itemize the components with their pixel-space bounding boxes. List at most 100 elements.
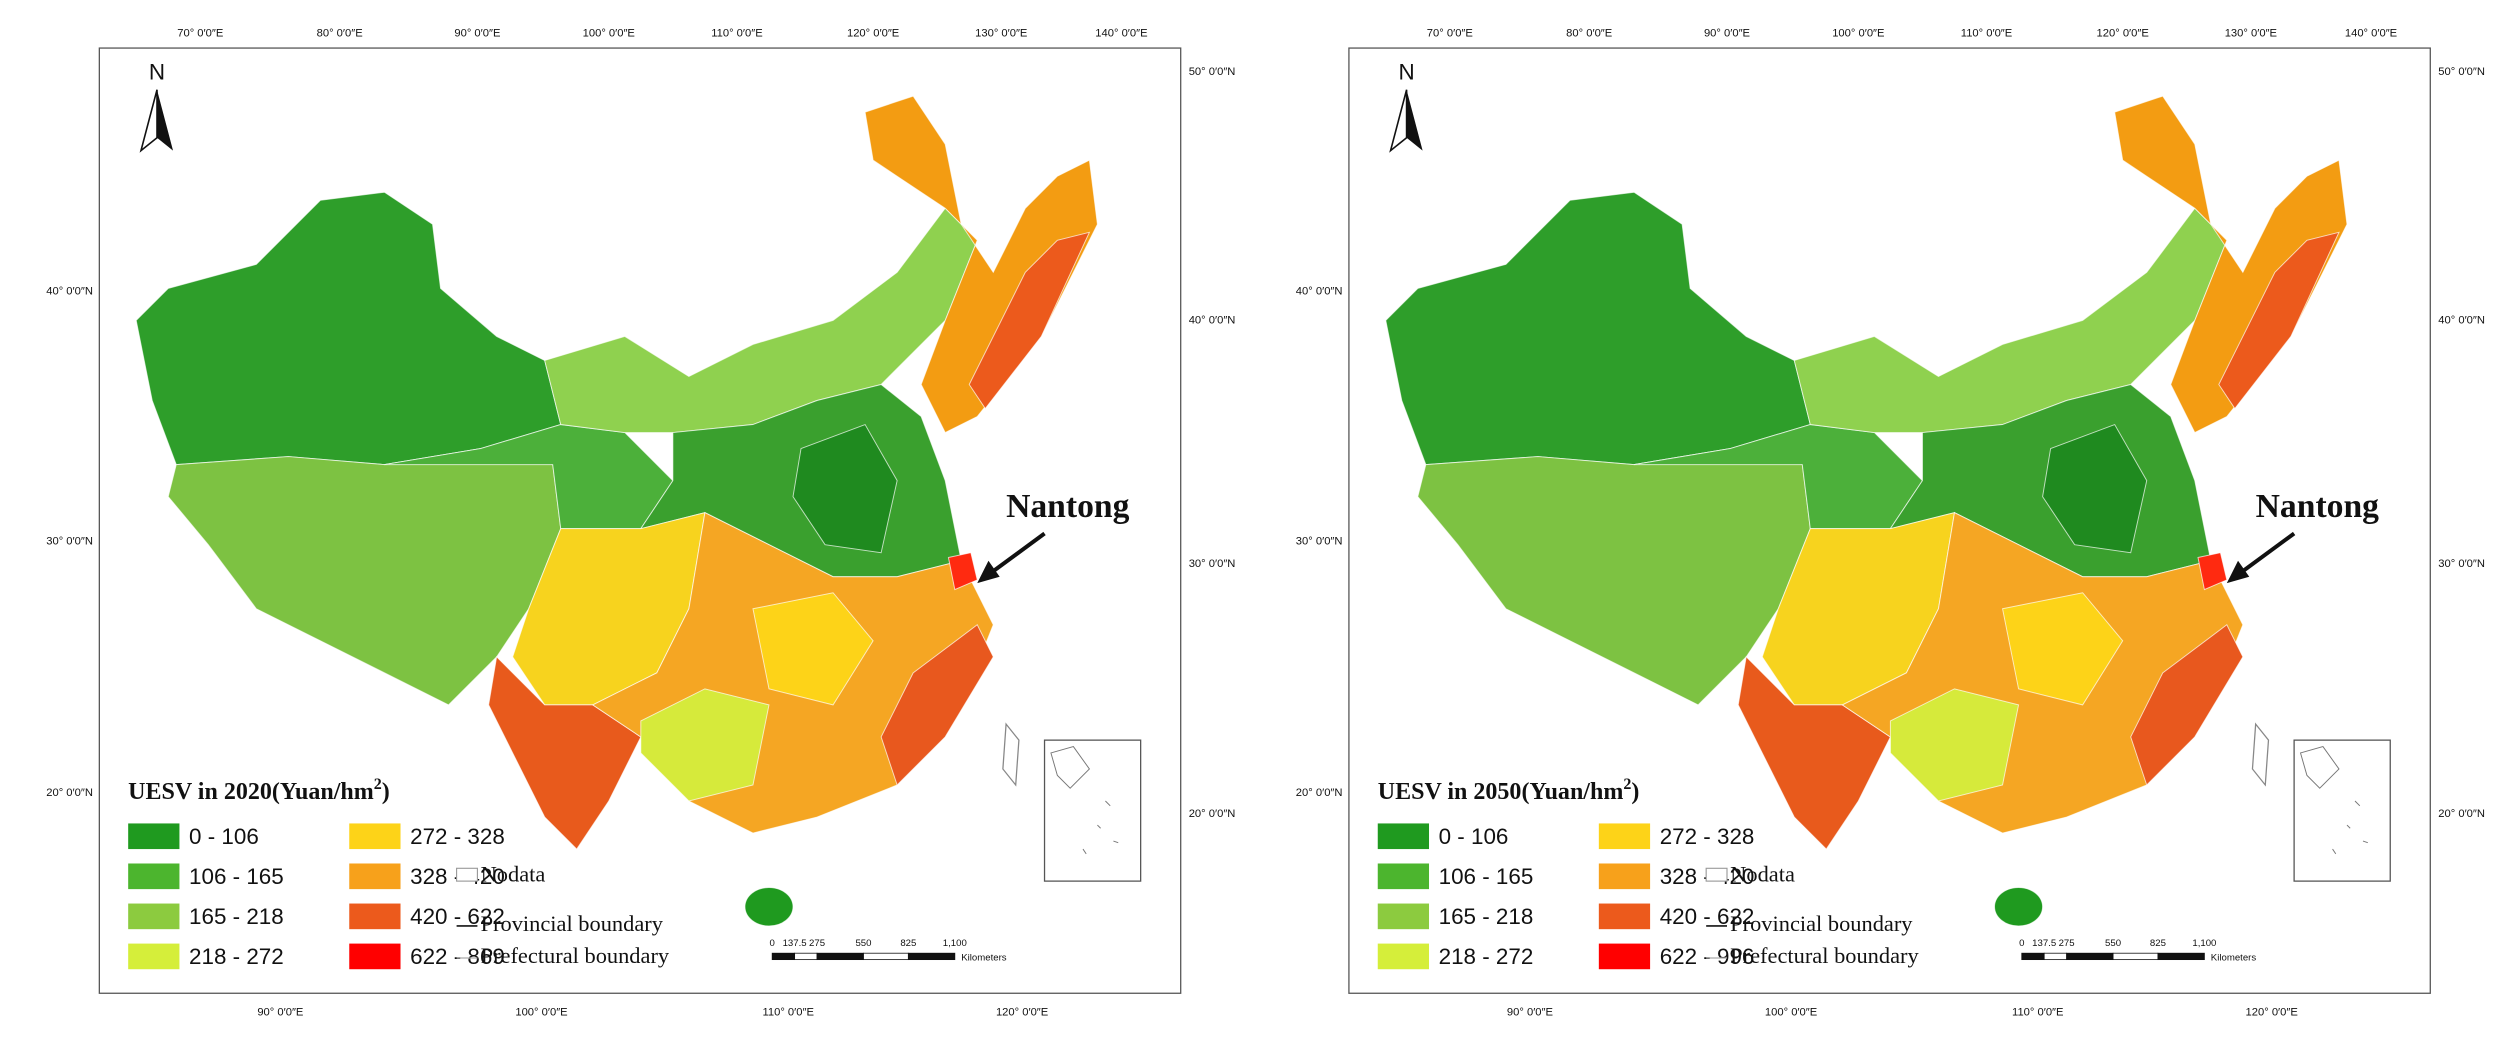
inset-coast [2299,745,2368,855]
legend-title-part: 2 [1623,776,1631,793]
north-arrow [139,89,158,153]
latitude-label: 20° 0′0″N [1189,808,1236,820]
legend-swatch [1598,943,1651,970]
legend-label: 420 - 622 [410,904,505,929]
scale-label: 825 [900,938,916,949]
longitude-label: 110° 0′0″E [711,28,762,40]
legend-label: Nodata [1730,861,1795,886]
north-label: N [1398,60,1414,85]
annotation-arrowhead [2226,560,2250,584]
legend-title-part: 2 [374,776,382,793]
annotation: Nantong [2256,488,2380,525]
annotation-arrowhead [977,560,1000,584]
longitude-label: 90° 0′0″E [454,28,500,40]
legend-title-part: ) [382,779,390,805]
latitude-label: 20° 0′0″N [2438,808,2485,820]
longitude-label: 100° 0′0″E [583,28,635,40]
longitude-label: 90° 0′0″E [257,1006,303,1018]
legend-swatch [1598,863,1651,890]
legend-label: Provincial boundary [1730,911,1913,936]
scale-label: 1,100 [943,938,967,949]
legend-label: Provincial boundary [481,911,664,936]
latitude-label: 40° 0′0″N [1189,314,1236,326]
scale-label: 550 [855,938,871,949]
scale-label: 0 [2019,938,2024,949]
scale-label: 1,100 [2192,938,2216,949]
scale-segment [2066,952,2114,961]
scale-segment [907,952,956,961]
annotation-arrow [988,531,1046,576]
scale-segment [863,952,909,961]
latitude-label: 40° 0′0″N [2438,314,2485,326]
scale-unit: Kilometers [961,953,1007,964]
legend-title: UESV in 2050(Yuan/hm2) [1378,776,1640,805]
map-panel: 70° 0′0″E 80° 0′0″E 90° 0′0″E 100° 0′0″E 110… [46,28,1235,1019]
latitude-label: 30° 0′0″N [1189,558,1236,570]
nodata-swatch [1705,867,1728,882]
inset-frame [1043,739,1142,882]
inset-coast [1050,745,1119,855]
inset-frame [2293,739,2391,882]
scale-label: 275 [809,938,825,949]
legend-label: 272 - 328 [1660,824,1755,849]
scale-segment [2043,952,2068,961]
longitude-label: 80° 0′0″E [317,28,363,40]
scale-segment [2157,952,2205,961]
longitude-label: 70° 0′0″E [1427,28,1473,40]
legend-swatch [349,823,401,850]
scale-segment [771,952,796,961]
longitude-label: 70° 0′0″E [177,28,223,40]
scale-label: 137.5 [783,938,807,949]
scale-unit: Kilometers [2211,953,2257,964]
legend-label: 106 - 165 [189,864,284,889]
longitude-label: 120° 0′0″E [2097,28,2149,40]
latitude-label: 40° 0′0″N [1296,286,1343,298]
scale-label: 550 [2105,938,2121,949]
legend-label: 106 - 165 [1439,864,1534,889]
scale-segment [2021,952,2045,961]
scale-segment [816,952,864,961]
longitude-label: 110° 0′0″E [1961,28,2012,40]
longitude-label: 100° 0′0″E [515,1006,567,1018]
scale-label: 825 [2150,938,2166,949]
legend-swatch [1598,903,1651,930]
legend-title-part: UESV in 2020(Yuan/hm [128,779,374,805]
legend-swatch [1377,943,1430,970]
longitude-label: 90° 0′0″E [1704,28,1750,40]
nodata-swatch [456,867,478,882]
longitude-label: 130° 0′0″E [975,28,1027,40]
latitude-label: 20° 0′0″N [1296,787,1343,799]
annotation: Nantong [1006,488,1130,525]
longitude-label: 100° 0′0″E [1765,1006,1817,1018]
legend-swatch [128,903,180,930]
north-label: N [149,60,165,85]
longitude-label: 80° 0′0″E [1566,28,1612,40]
scale-segment [794,952,818,961]
longitude-label: 90° 0′0″E [1507,1006,1553,1018]
legend-swatch [1377,903,1430,930]
legend-label: Prefectural boundary [481,943,670,968]
longitude-label: 110° 0′0″E [2012,1006,2063,1018]
legend-title-part: UESV in 2050(Yuan/hm [1378,779,1624,805]
longitude-label: 120° 0′0″E [847,28,899,40]
longitude-label: 130° 0′0″E [2225,28,2277,40]
latitude-label: 40° 0′0″N [46,286,93,298]
latitude-label: 50° 0′0″N [2438,66,2485,78]
latitude-label: 50° 0′0″N [1189,66,1236,78]
legend-label: 218 - 272 [189,944,284,969]
legend-swatch [349,863,401,890]
longitude-label: 140° 0′0″E [1095,28,1147,40]
legend-swatch [349,943,401,970]
legend-swatch [128,943,180,970]
scale-label: 137.5 [2032,938,2056,949]
legend-label: Prefectural boundary [1730,943,1919,968]
longitude-label: 110° 0′0″E [762,1006,813,1018]
scale-label: 0 [770,938,775,949]
legend-title: UESV in 2020(Yuan/hm2) [128,776,390,805]
legend-swatch [128,863,180,890]
legend-label: 420 - 622 [1660,904,1755,929]
latitude-label: 20° 0′0″N [46,787,93,799]
legend-swatch [1377,863,1430,890]
